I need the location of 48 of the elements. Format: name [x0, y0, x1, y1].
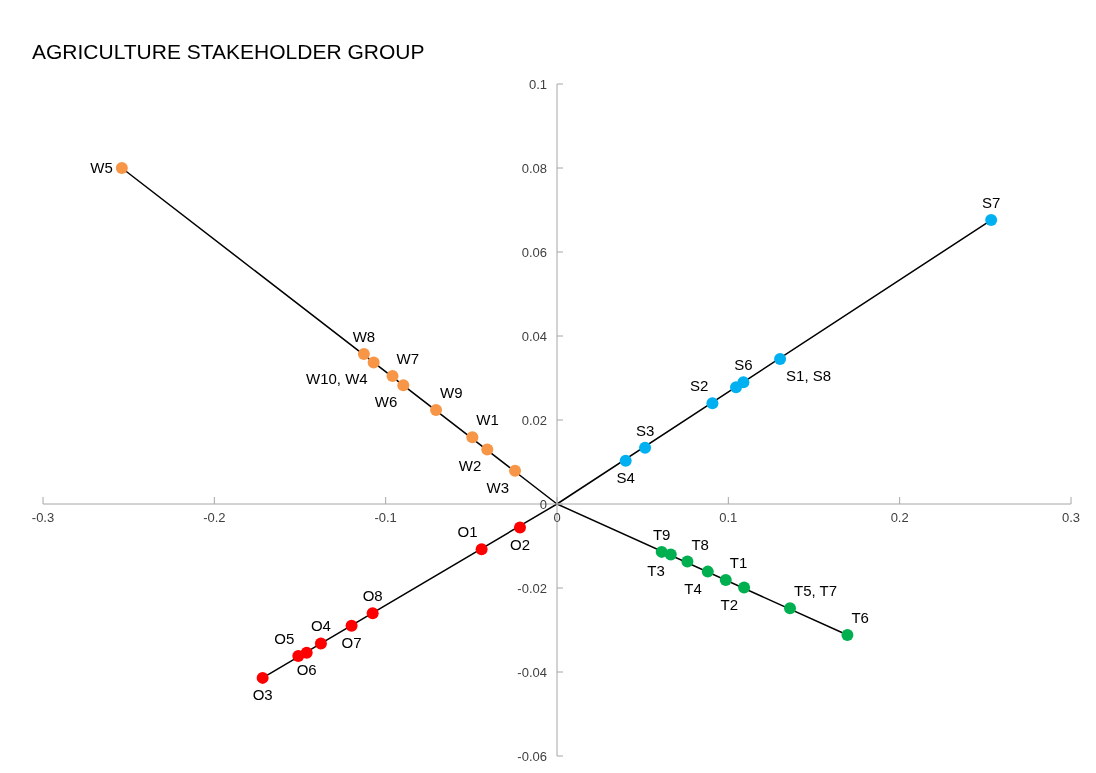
data-label: T8 — [691, 535, 709, 553]
x-tick-label: -0.3 — [31, 510, 55, 525]
x-tick-label: 0.1 — [719, 510, 738, 525]
data-label: S2 — [690, 377, 709, 395]
data-label: T2 — [720, 595, 739, 613]
x-tick-label: 0.3 — [1061, 510, 1081, 525]
data-label: W6 — [374, 393, 398, 411]
x-tick-label: -0.2 — [203, 510, 226, 525]
data-label: T4 — [684, 579, 702, 597]
data-label: S1, S8 — [786, 367, 832, 385]
data-label: W5 — [90, 159, 113, 176]
data-label: O5 — [274, 630, 295, 648]
data-label: W10, W4 — [305, 370, 368, 388]
y-tick-label: 0.08 — [521, 161, 547, 176]
data-label: S3 — [635, 421, 655, 439]
y-tick-label: -0.06 — [517, 749, 547, 764]
data-label: W2 — [458, 457, 482, 475]
data-label: O4 — [310, 617, 331, 635]
data-label: W9 — [440, 383, 463, 401]
data-label: S4 — [616, 468, 635, 486]
y-tick-label: -0.04 — [517, 665, 547, 680]
y-tick-label: 0 — [539, 497, 547, 512]
data-label: O8 — [362, 587, 383, 605]
x-tick-label: 0.2 — [890, 510, 909, 525]
data-label: W7 — [396, 349, 420, 367]
y-tick-label: 0.02 — [521, 413, 547, 428]
data-label: O7 — [341, 633, 362, 651]
data-label: T3 — [647, 562, 665, 580]
data-label: W8 — [352, 328, 376, 346]
data-label: O2 — [509, 535, 530, 553]
data-label: T6 — [851, 609, 869, 627]
data-label: O1 — [457, 523, 478, 541]
data-label: T1 — [729, 554, 748, 572]
data-label: W3 — [486, 478, 510, 496]
data-label: S7 — [981, 194, 1001, 212]
y-tick-label: 0.1 — [528, 77, 547, 92]
y-tick-label: 0.04 — [521, 329, 547, 344]
x-tick-label: 0 — [553, 510, 561, 525]
data-label: W1 — [476, 411, 499, 429]
data-label: S6 — [734, 356, 753, 374]
chart-title: AGRICULTURE STAKEHOLDER GROUP — [32, 40, 425, 64]
data-label: O3 — [252, 685, 273, 703]
data-label: O6 — [296, 660, 317, 678]
data-label: T9 — [652, 525, 671, 543]
y-tick-label: -0.02 — [517, 581, 547, 596]
data-label: T5, T7 — [794, 582, 838, 600]
y-tick-label: 0.06 — [521, 245, 547, 260]
x-tick-label: -0.1 — [374, 510, 397, 525]
